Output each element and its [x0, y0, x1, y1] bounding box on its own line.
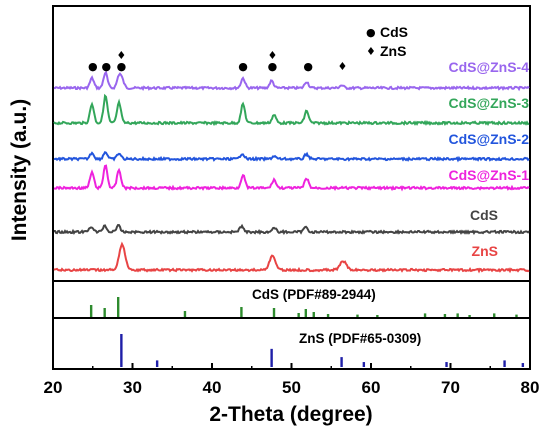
cds-marker: ●: [88, 60, 98, 73]
series-label: CdS@ZnS-1: [448, 167, 529, 183]
x-tick-label: 60: [362, 378, 381, 397]
series-layer: CdS@ZnS-4 CdS@ZnS-3 CdS@ZnS-2 CdS@ZnS-1 CdS Z…: [53, 59, 530, 274]
series-trace: [53, 164, 530, 192]
x-axis-title: 2-Theta (degree): [209, 403, 372, 426]
series-trace: [54, 223, 530, 236]
series-label: CdS@ZnS-4: [448, 59, 529, 75]
x-tick-label: 20: [44, 378, 63, 397]
zns-marker: ♦: [116, 49, 126, 62]
x-tick-label: 80: [521, 378, 540, 397]
series-label: CdS: [470, 207, 498, 223]
phase-marker-layer: ● ●♦● ●♦● ● ♦: [88, 49, 347, 73]
cds-marker: ●: [238, 60, 248, 73]
legend-cds-label: CdS: [380, 24, 408, 40]
series-trace: [53, 151, 530, 163]
x-tick-label: 50: [282, 378, 301, 397]
cds-marker: ●: [268, 60, 278, 73]
reference-label: ZnS (PDF#65-0309): [299, 331, 421, 346]
cds-marker: ●: [303, 60, 313, 73]
zns-marker: ♦: [267, 49, 277, 62]
x-tick-label: 70: [441, 378, 460, 397]
series-label: CdS@ZnS-3: [448, 95, 529, 111]
cds-marker: ●: [117, 60, 127, 73]
x-tick-label: 40: [203, 378, 222, 397]
legend-cds-symbol: ●: [366, 26, 376, 39]
series-trace: [53, 93, 530, 127]
legend: ● CdS ♦ ZnS: [366, 24, 408, 59]
series-label: CdS@ZnS-2: [448, 131, 529, 147]
legend-zns-symbol: ♦: [366, 45, 376, 58]
series-trace: [53, 241, 530, 274]
y-axis-title: Intensity (a.u.): [8, 99, 31, 241]
reference-label: CdS (PDF#89-2944): [252, 287, 376, 302]
x-tick-label: 30: [123, 378, 142, 397]
x-axis-ticks: 20 30 40 50 60 70 80: [44, 363, 540, 397]
series-trace: [53, 70, 530, 92]
series-label: ZnS: [472, 243, 498, 259]
reference-layer: CdS (PDF#89-2944) ZnS (PDF#65-0309): [89, 287, 525, 367]
zns-marker: ♦: [337, 60, 347, 73]
legend-zns-label: ZnS: [380, 43, 406, 59]
cds-marker: ●: [101, 60, 111, 73]
